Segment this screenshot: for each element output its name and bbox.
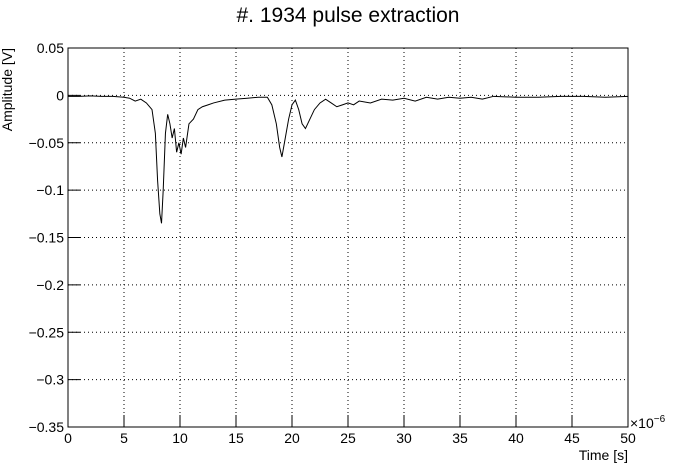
- y-tick-label: −0.25: [29, 324, 65, 340]
- y-tick-label: −0.3: [36, 372, 64, 388]
- y-tick-label: −0.35: [29, 419, 65, 435]
- y-tick-label: 0: [56, 87, 64, 103]
- x-tick-label: 50: [620, 430, 636, 446]
- x-tick-label: 10: [172, 430, 188, 446]
- x-tick-label: 0: [64, 430, 72, 446]
- x-tick-label: 35: [452, 430, 468, 446]
- x-tick-label: 40: [508, 430, 524, 446]
- x-scale-base: ×10: [630, 415, 654, 431]
- chart-title: #. 1934 pulse extraction: [237, 4, 460, 27]
- waveform: [68, 95, 629, 224]
- y-tick-label: 0.05: [37, 40, 64, 56]
- x-tick-label: 25: [340, 430, 356, 446]
- x-tick-label: 30: [396, 430, 412, 446]
- x-scale: ×10−6: [630, 414, 666, 431]
- y-tick-label: −0.2: [36, 277, 64, 293]
- y-tick-label: −0.1: [36, 182, 64, 198]
- y-tick-label: −0.15: [29, 230, 65, 246]
- x-scale-exponent: −6: [654, 414, 666, 425]
- x-tick-label: 15: [228, 430, 244, 446]
- y-tick-label: −0.05: [29, 135, 65, 151]
- x-tick-label: 45: [564, 430, 580, 446]
- x-tick-label: 5: [120, 430, 128, 446]
- x-tick-label: 20: [284, 430, 300, 446]
- x-axis-label: Time [s]: [579, 447, 628, 463]
- y-axis-label: Amplitude [V]: [0, 48, 15, 131]
